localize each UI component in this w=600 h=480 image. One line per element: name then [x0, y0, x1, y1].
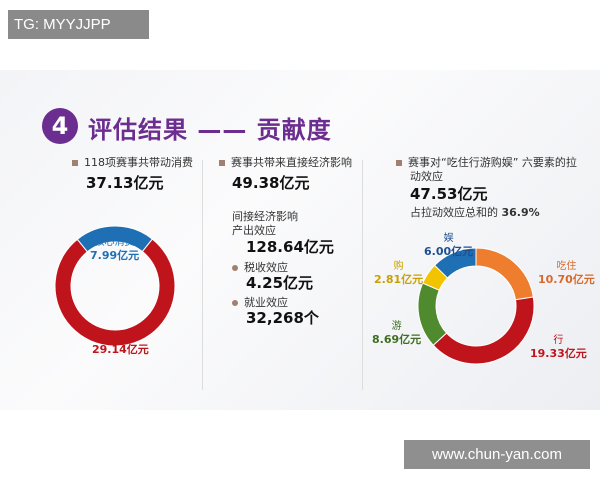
watermark-bottom: www.chun-yan.com [404, 440, 590, 469]
six-elements-value: 47.53亿元 [410, 185, 488, 203]
label-eat-stay: 吃住 10.70亿元 [538, 261, 595, 286]
label-tour: 游 8.69亿元 [372, 321, 422, 346]
donut-slice-行 [432, 296, 535, 365]
label-entertain: 娱 6.00亿元 [424, 233, 474, 258]
share-text: 占拉动效应总和的 36.9% [410, 206, 540, 219]
job-value: 32,268个 [246, 309, 319, 327]
label-shop: 购 2.81亿元 [374, 261, 424, 286]
direct-impact-label: 赛事共带来直接经济影响 [219, 154, 352, 170]
divider [362, 160, 363, 390]
label-core: 核心消费 7.99亿元 [90, 237, 140, 262]
divider [202, 160, 203, 390]
six-elements-label: 赛事对“吃住行游购娱” 六要素的拉 [396, 154, 577, 170]
donut-slice-吃住 [475, 247, 534, 301]
page-title: 评估结果 —— 贡献度 [88, 116, 332, 144]
tax-value: 4.25亿元 [246, 274, 314, 292]
section-number-badge: 4 [42, 108, 78, 144]
indirect-title: 间接经济影响 [232, 210, 298, 223]
six-elements-label-2: 动效应 [410, 170, 443, 183]
output-value: 128.64亿元 [246, 238, 334, 256]
slide: 4 评估结果 —— 贡献度 118项赛事共带动消费 37.13亿元 赛事共带来直… [0, 70, 600, 410]
donut-slice-娱 [433, 247, 477, 279]
label-travel: 行 19.33亿元 [530, 335, 587, 360]
donut-slice-游 [417, 282, 448, 346]
label-related: 相关消费 29.14亿元 [92, 331, 149, 356]
donut-charts [54, 225, 535, 365]
job-label: 就业效应 [232, 294, 288, 310]
tax-label: 税收效应 [232, 259, 288, 275]
direct-impact-value: 49.38亿元 [232, 174, 310, 192]
output-label: 产出效应 [232, 224, 276, 237]
donut-slice-相关消费 [54, 238, 176, 347]
consumption-label: 118项赛事共带动消费 [72, 154, 193, 170]
watermark-top: TG: MYYJJPP [8, 10, 149, 39]
consumption-value: 37.13亿元 [86, 174, 164, 192]
